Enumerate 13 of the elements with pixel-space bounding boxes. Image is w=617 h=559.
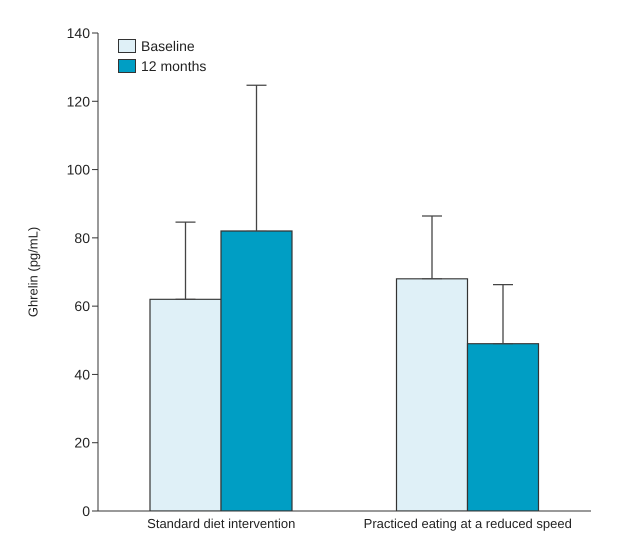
y-tick-label: 140 [66, 24, 90, 41]
y-tick-label: 0 [82, 502, 90, 519]
y-tick-label: 80 [74, 230, 90, 246]
y-tick-label: 60 [74, 298, 90, 314]
y-tick-label: 20 [74, 434, 90, 451]
legend-label: Baseline [141, 38, 195, 54]
x-tick-label: Practiced eating at a reduced speed [364, 516, 572, 532]
y-axis-title: Ghrelin (pg/mL) [26, 226, 41, 318]
x-tick-label: Standard diet intervention [147, 516, 296, 532]
legend-label: 12 months [141, 58, 206, 74]
y-tick-label: 100 [66, 162, 90, 178]
y-tick-label: 40 [74, 366, 90, 382]
y-tick-label: 120 [66, 93, 90, 110]
